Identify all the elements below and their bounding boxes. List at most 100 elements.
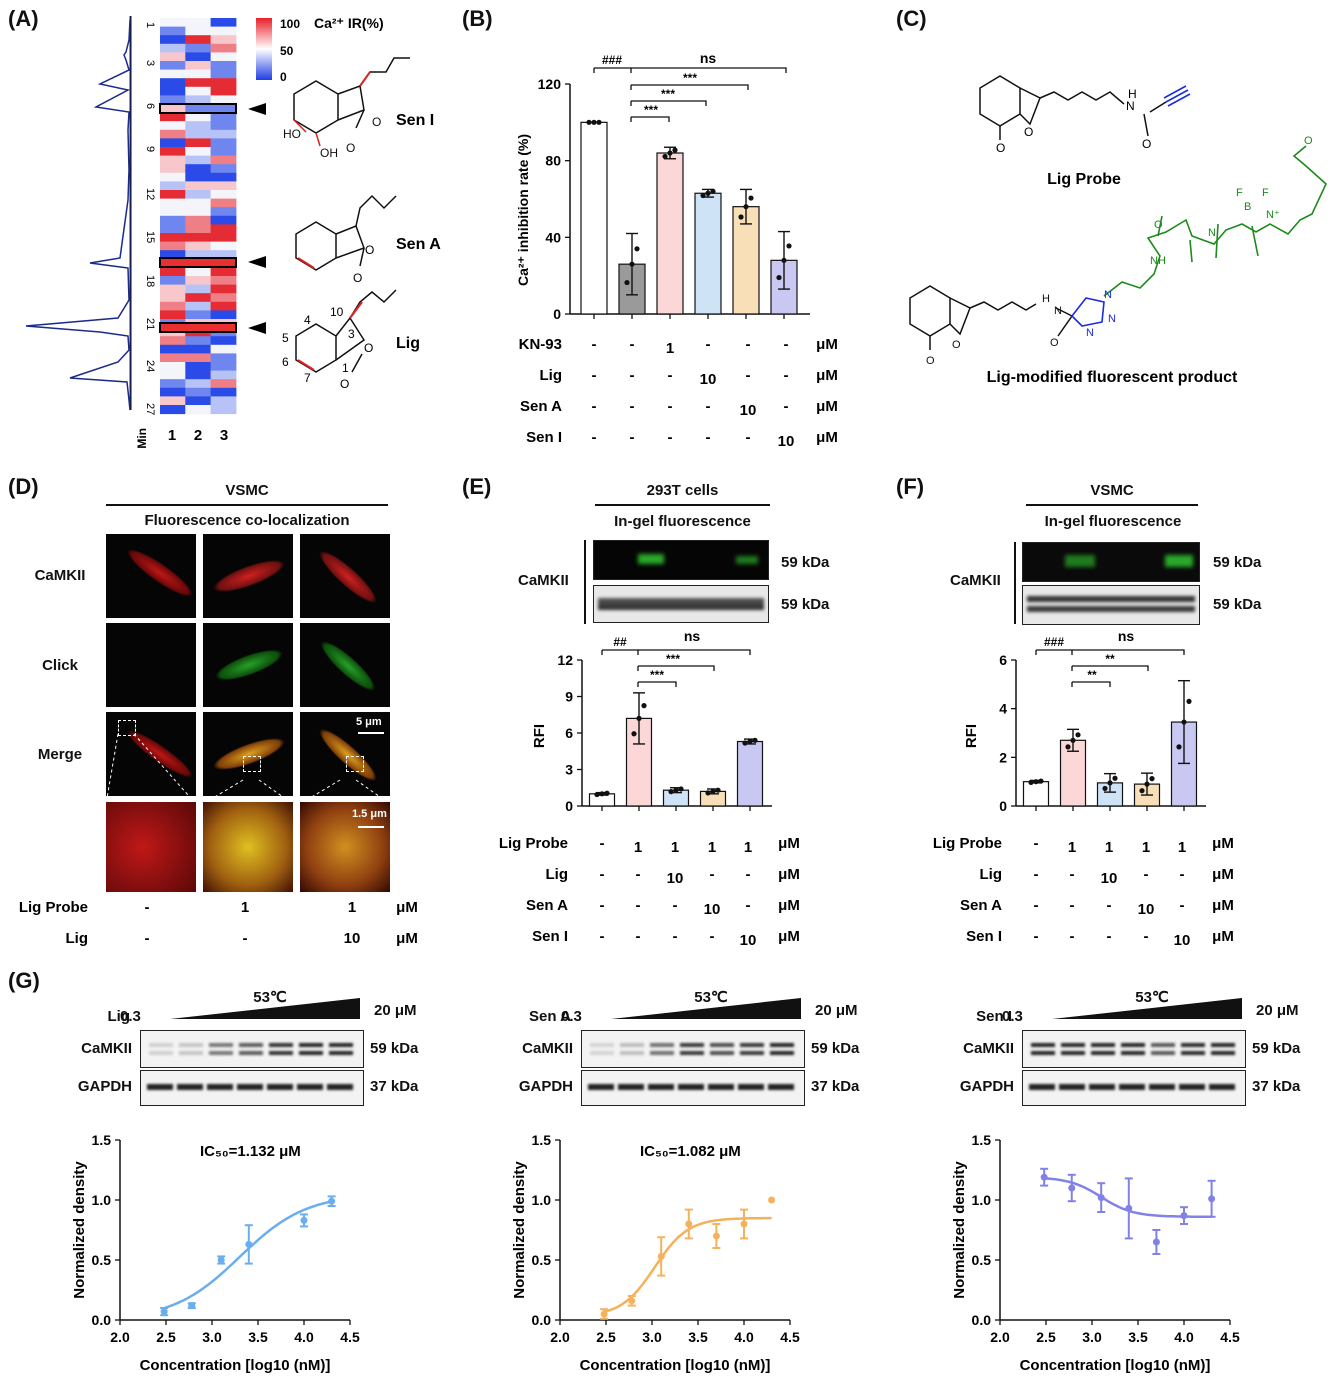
data-point [594, 791, 600, 798]
x-tick-label: 3.5 [688, 1329, 708, 1345]
data-point [678, 786, 684, 792]
y-tick-label: 0.5 [92, 1252, 112, 1268]
heatmap-cell [185, 310, 212, 320]
d-header-rule [106, 504, 388, 506]
g-compound: Sen I [976, 1008, 1012, 1025]
cond-value: - [592, 336, 597, 353]
bar [580, 121, 608, 315]
heatmap-cell [210, 336, 237, 346]
heatmap-cell [185, 362, 212, 372]
data-point [1180, 1212, 1188, 1220]
cond-value: - [1034, 897, 1039, 914]
g-ylabel: Normalized density [951, 1161, 968, 1299]
legend-tick: 100 [280, 17, 300, 31]
heatmap-cell [160, 250, 186, 260]
data-point [591, 119, 597, 125]
cond-value: 1 [634, 839, 642, 856]
e-subheader: In-gel fluorescence [614, 513, 751, 530]
x-tick-label: 3.5 [1128, 1329, 1148, 1345]
d-row-label: CaMKII [34, 567, 86, 584]
y-tick-label: 0.0 [532, 1312, 552, 1328]
heatmap-cell [185, 61, 212, 71]
cond-value: 10 [1101, 870, 1118, 887]
heatmap-cell [185, 241, 212, 251]
g-compound: Sen A [529, 1008, 571, 1025]
cond-value: 1 [1105, 839, 1113, 856]
atom-label: O [996, 141, 1005, 155]
heatmap-cell [185, 353, 212, 363]
g-curve-sen-i: 0.0 0.5 1.0 1.5 2.0 2.5 3.0 3.5 4.0 4.5 Concentrat… [951, 1132, 1240, 1374]
micrograph-merge-2 [203, 712, 293, 796]
b-sig: *** [644, 103, 658, 117]
panel-f-chart: 0 2 4 6 RFI ### ns ** ** [963, 628, 1206, 814]
g-protein: GAPDH [518, 1078, 573, 1095]
heatmap-cell [185, 138, 212, 148]
heatmap-cell [210, 52, 237, 62]
e-blot-fluorescence [593, 540, 769, 580]
panel-a: 1 3 6 9 12 15 18 21 24 27 Min 1 2 3 100 … [25, 15, 441, 449]
g-low-conc: 0.3 [561, 1008, 582, 1025]
x-tick-label: 2.5 [1036, 1329, 1056, 1345]
cond-value: - [668, 429, 673, 446]
cond-value: 1 [241, 899, 249, 916]
heatmap-cell [160, 267, 186, 277]
atom-label: 5 [282, 331, 289, 345]
cond-value: - [706, 398, 711, 415]
b-sig: *** [683, 71, 697, 85]
cond-unit: μM [396, 930, 418, 947]
atom-label: 1 [342, 361, 349, 375]
heatmap-cell [160, 344, 186, 354]
cond-value: - [710, 928, 715, 945]
heatmap-cell [210, 138, 237, 148]
atom-label: O [1024, 125, 1033, 139]
e-sig: ## [613, 635, 627, 649]
y-tick-label: 2 [999, 749, 1007, 765]
data-point [636, 715, 642, 721]
heatmap-cell [160, 190, 186, 200]
heatmap-cell [210, 224, 237, 234]
cond-value: - [1034, 928, 1039, 945]
b-sig: ns [700, 50, 717, 66]
heatmap-cell [185, 396, 212, 406]
cond-value: - [1034, 866, 1039, 883]
cond-value: 10 [1174, 932, 1191, 949]
heatmap-cell [210, 387, 237, 397]
micrograph-zoom-2 [203, 802, 293, 892]
g-xlabel: Concentration [log10 (nM)] [140, 1357, 331, 1374]
atom-label: N [1054, 305, 1062, 317]
cond-value: - [592, 398, 597, 415]
y-tick-label: 0 [553, 306, 561, 322]
heatmap-cell [210, 78, 237, 88]
y-tick-label: 80 [545, 153, 561, 169]
heatmap-cell [185, 267, 212, 277]
heatmap-cell [210, 276, 237, 286]
sen-i-structure [293, 57, 410, 134]
y-tick-label: 1.5 [92, 1132, 112, 1148]
heatmap-cell [160, 181, 186, 191]
data-point [1107, 780, 1113, 786]
cond-value: - [600, 897, 605, 914]
f-conditions: Lig Probe - 1 1 1 1 μM Lig - - 10 - - μM Sen A - - - 10 - μM… [933, 835, 1234, 949]
data-point [705, 790, 711, 796]
heatmap-cell [210, 181, 237, 191]
arrow-icon [248, 103, 266, 115]
heatmap-cell [160, 121, 186, 131]
cond-value: - [636, 866, 641, 883]
atom-label: 4 [304, 313, 311, 327]
heatmap-cell [210, 396, 237, 406]
heatmap-cell [185, 52, 212, 62]
cond-value: 1 [1142, 839, 1150, 856]
atom-label: 7 [304, 371, 311, 385]
data-point [752, 737, 758, 743]
cond-value: 10 [667, 870, 684, 887]
cond-unit: μM [778, 835, 800, 852]
d-row-label: Merge [37, 746, 83, 763]
cond-value: 1 [671, 839, 679, 856]
f-header: VSMC [1090, 482, 1134, 499]
arrow-icon [248, 256, 266, 268]
data-point [685, 1220, 693, 1228]
data-point [596, 119, 602, 125]
x-tick-label: 2.5 [156, 1329, 176, 1345]
heatmap-cell [160, 147, 186, 157]
x-tick-label: 4.0 [734, 1329, 754, 1345]
